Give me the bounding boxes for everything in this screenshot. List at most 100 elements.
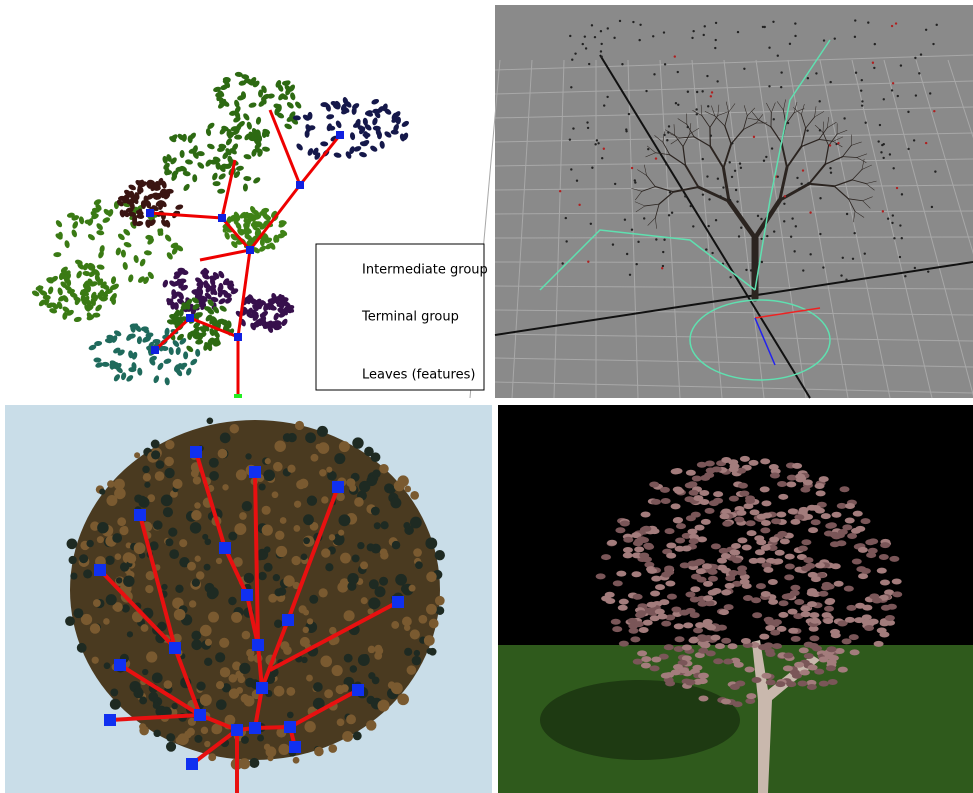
foliage (91, 656, 99, 664)
foliage (165, 741, 177, 752)
leaf (723, 658, 734, 665)
leaf (749, 509, 760, 516)
leaf (751, 597, 762, 604)
foliage (206, 417, 214, 425)
leaf (794, 34, 797, 38)
leaf (65, 272, 71, 281)
foliage (222, 484, 229, 491)
leaf (841, 638, 852, 645)
foliage (154, 471, 165, 481)
leaf (809, 211, 812, 214)
leaf (798, 506, 809, 513)
leaf (217, 90, 225, 97)
branch (801, 104, 805, 115)
leaf (854, 19, 857, 22)
node (332, 481, 344, 493)
leaf (807, 182, 810, 185)
leaf (171, 247, 178, 255)
legend: Intermediate group Terminal group Leaves… (315, 243, 488, 391)
leaf (837, 142, 840, 145)
leaf (778, 493, 789, 500)
branch (808, 163, 827, 185)
leaf (815, 72, 818, 75)
leaf (797, 545, 808, 552)
leaf (586, 121, 589, 124)
leaf (707, 575, 718, 582)
leaf (209, 328, 215, 336)
leaf (258, 245, 267, 252)
leaf (222, 278, 230, 286)
leaf (932, 42, 935, 46)
foliage (240, 735, 249, 744)
branch (173, 647, 202, 716)
leaf (673, 55, 676, 58)
leaf (147, 271, 154, 279)
leaf (829, 531, 840, 538)
foliage (164, 456, 174, 467)
leaf (164, 219, 171, 228)
leaf (808, 643, 819, 650)
foliage (97, 521, 109, 534)
leaf (83, 295, 90, 303)
foliage (367, 645, 376, 654)
leaf (862, 604, 873, 611)
leaf (666, 139, 669, 142)
leaf (783, 652, 794, 659)
leaf (623, 536, 634, 543)
leaf (719, 609, 730, 616)
leaf (73, 316, 82, 323)
foliage (352, 437, 364, 449)
leaf (746, 530, 757, 537)
leaf (733, 661, 744, 668)
leaf (62, 311, 68, 320)
node (234, 333, 242, 341)
leaf (365, 111, 374, 117)
foliage (428, 618, 439, 629)
leaf (819, 197, 822, 200)
leaf (113, 374, 121, 382)
branch (289, 688, 359, 729)
foliage (117, 517, 127, 527)
foliage (272, 574, 281, 582)
grid-line (494, 184, 973, 191)
foliage (346, 714, 357, 725)
leaf (824, 653, 835, 660)
leaf (276, 112, 285, 119)
foliage (142, 473, 152, 482)
leaf (177, 133, 185, 141)
foliage (309, 521, 319, 531)
leaf (731, 542, 742, 549)
leaf (672, 468, 683, 475)
foliage (342, 731, 354, 742)
branch (725, 101, 729, 113)
leaf (737, 537, 748, 544)
foliage (261, 505, 271, 515)
foliage (286, 686, 296, 696)
branch (800, 114, 807, 129)
leaf (265, 320, 273, 328)
leaf (258, 89, 264, 98)
leaf (851, 257, 855, 260)
node (352, 684, 364, 696)
leaf (57, 287, 63, 296)
leaf (51, 302, 59, 310)
leaf (681, 655, 692, 662)
leaf (763, 616, 774, 623)
leaf (248, 131, 255, 139)
leaf (698, 647, 709, 654)
branch (194, 451, 227, 549)
leaf (809, 612, 820, 619)
leaf (713, 497, 724, 504)
leaf (643, 542, 654, 549)
branch (724, 111, 729, 127)
leaf (113, 330, 122, 337)
leaf (689, 204, 692, 208)
leaf (737, 482, 748, 489)
leaf (733, 169, 737, 172)
leaf (860, 78, 863, 82)
leaf (913, 266, 917, 270)
leaf (564, 216, 568, 220)
leaf (810, 617, 821, 624)
branch (673, 124, 675, 136)
foliage (296, 479, 306, 490)
